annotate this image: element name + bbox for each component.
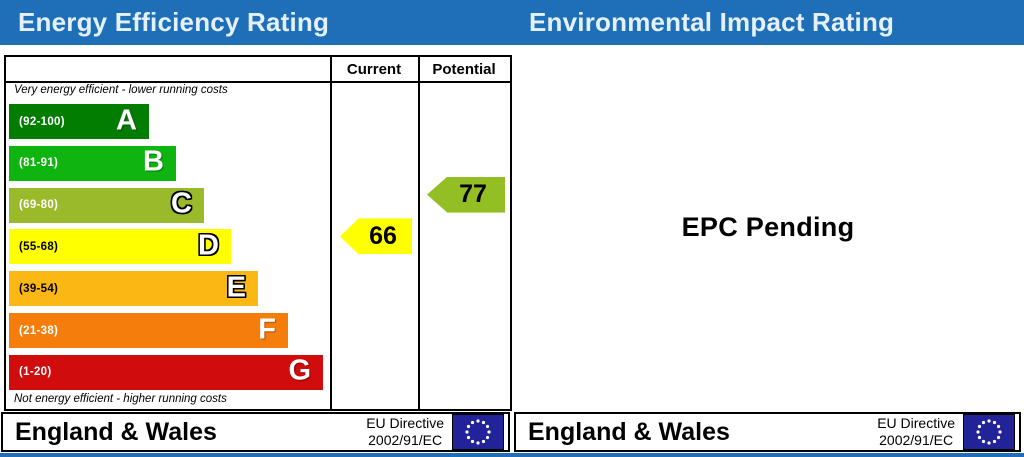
epc-band-E: (39-54) E: [9, 271, 258, 307]
eu-directive-line2: 2002/91/EC: [879, 432, 954, 448]
band-letter: F: [258, 313, 276, 346]
band-range-label: (55-68): [19, 240, 59, 253]
bottom-caption: Not energy efficient - higher running co…: [14, 393, 227, 405]
epc-band-C: (69-80) C: [9, 187, 204, 223]
eu-directive-line1: EU Directive: [877, 415, 955, 431]
band-range-label: (39-54): [19, 282, 59, 295]
eu-flag-icon: [452, 414, 504, 450]
header-banner: Energy Efficiency Rating Environmental I…: [0, 0, 1024, 45]
epc-band-A: (92-100) A: [9, 104, 149, 139]
eu-directive-label: EU Directive 2002/91/EC: [877, 415, 955, 449]
band-letter: E: [226, 271, 246, 304]
eu-directive-line2: 2002/91/EC: [368, 432, 443, 448]
band-letter: A: [116, 104, 137, 137]
band-range-label: (21-38): [19, 324, 59, 337]
eu-flag-icon: [963, 414, 1015, 450]
bottom-accent-strip: [0, 453, 1024, 457]
top-caption: Very energy efficient - lower running co…: [14, 84, 228, 96]
region-label: England & Wales: [528, 417, 730, 446]
potential-column-header: Potential: [432, 60, 496, 78]
energy-efficiency-title: Energy Efficiency Rating: [18, 7, 330, 37]
eu-directive-label: EU Directive 2002/91/EC: [366, 415, 444, 449]
environmental-impact-title: Environmental Impact Rating: [529, 7, 895, 37]
epc-band-F: (21-38) F: [9, 313, 288, 348]
potential-rating-arrow: 77: [427, 176, 505, 213]
epc-pending-text: EPC Pending: [681, 212, 855, 242]
region-label: England & Wales: [15, 417, 217, 446]
current-column-header: Current: [346, 60, 402, 78]
band-letter: C: [171, 187, 192, 220]
band-range-label: (81-91): [19, 157, 59, 170]
current-rating-arrow: 66: [340, 218, 412, 255]
band-letter: B: [143, 145, 164, 178]
epc-band-D: (55-68) D: [9, 229, 231, 265]
energy-rating-chart: Current Potential Very energy efficient …: [4, 55, 512, 411]
column-divider-current: [330, 57, 332, 409]
band-letter: G: [288, 354, 311, 387]
band-range-label: (1-20): [19, 366, 52, 379]
column-divider-potential: [418, 57, 420, 409]
band-letter: D: [198, 229, 219, 262]
band-range-label: (92-100): [19, 115, 65, 128]
epc-band-G: (1-20) G: [9, 354, 323, 390]
epc-band-B: (81-91) B: [9, 145, 176, 181]
current-rating-value: 66: [369, 221, 397, 250]
band-range-label: (69-80): [19, 199, 59, 212]
table-header-row: Current Potential: [6, 57, 510, 83]
eu-directive-line1: EU Directive: [366, 415, 444, 431]
footer-left: England & Wales EU Directive 2002/91/EC: [1, 412, 510, 452]
footer-right: England & Wales EU Directive 2002/91/EC: [514, 412, 1021, 452]
potential-rating-value: 77: [459, 180, 487, 209]
